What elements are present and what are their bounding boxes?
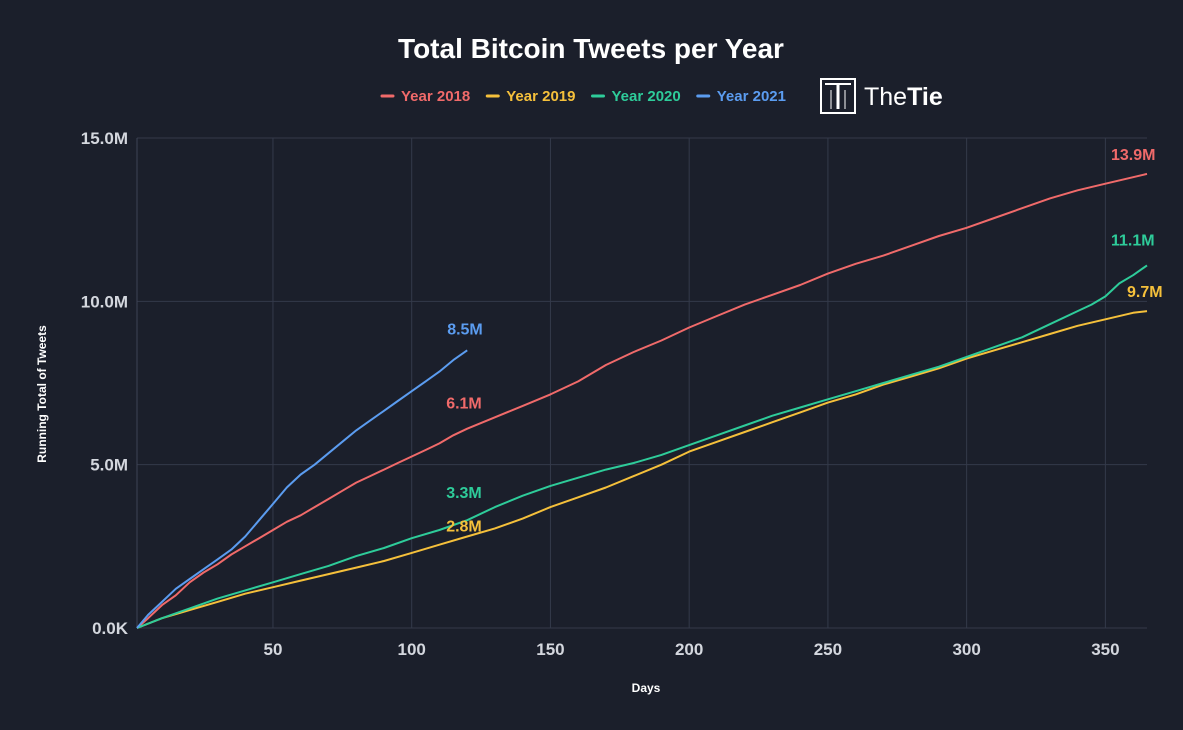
mid-value-label: 3.3M — [446, 485, 482, 502]
end-value-label: 11.1M — [1111, 232, 1155, 249]
y-tick-label: 15.0M — [81, 129, 128, 148]
x-tick-label: 250 — [814, 640, 842, 659]
x-axis-label: Days — [632, 681, 661, 695]
chart-title: Total Bitcoin Tweets per Year — [398, 33, 784, 64]
y-axis-ticks: 0.0K 5.0M 10.0M 15.0M — [81, 129, 129, 638]
legend-entry: Year 2018 — [401, 88, 470, 105]
series-line-year-2020 — [136, 264, 1148, 629]
x-tick-label: 300 — [952, 640, 980, 659]
series-line-year-2019 — [136, 310, 1148, 629]
grid-lines — [136, 137, 1147, 629]
legend-entry: Year 2019 — [506, 88, 575, 105]
end-value-label: 9.7M — [1127, 284, 1163, 301]
legend-entry: Year 2021 — [717, 88, 786, 105]
series-line-year-2021 — [136, 349, 468, 629]
legend-entry: Year 2020 — [612, 88, 681, 105]
y-tick-label: 10.0M — [81, 292, 128, 311]
x-tick-label: 350 — [1091, 640, 1119, 659]
brand-name: TheTie — [864, 83, 943, 111]
y-tick-label: 5.0M — [90, 456, 128, 475]
x-tick-label: 150 — [536, 640, 564, 659]
x-axis-ticks: 50 100 150 200 250 300 350 — [264, 640, 1120, 659]
mid-value-label: 6.1M — [446, 396, 482, 413]
series-line-year-2018 — [136, 172, 1148, 629]
end-value-label: 13.9M — [1111, 147, 1155, 164]
brand-logo: TheTie — [820, 78, 943, 114]
data-annotations: 13.9M 6.1M 9.7M 2.8M 11.1M 3.3M 8.5M — [446, 147, 1162, 536]
x-tick-label: 200 — [675, 640, 703, 659]
end-value-label: 8.5M — [447, 321, 483, 338]
legend: Year 2018 Year 2019 Year 2020 Year 2021 — [380, 88, 786, 105]
series-lines — [136, 172, 1148, 629]
brand-name-tie: Tie — [907, 83, 943, 111]
y-axis-label: Running Total of Tweets — [35, 325, 49, 463]
brand-name-the: The — [864, 83, 907, 111]
thetie-logo-icon — [820, 78, 856, 114]
x-tick-label: 50 — [264, 640, 283, 659]
y-tick-label: 0.0K — [92, 619, 129, 638]
x-tick-label: 100 — [398, 640, 426, 659]
mid-value-label: 2.8M — [446, 519, 482, 536]
